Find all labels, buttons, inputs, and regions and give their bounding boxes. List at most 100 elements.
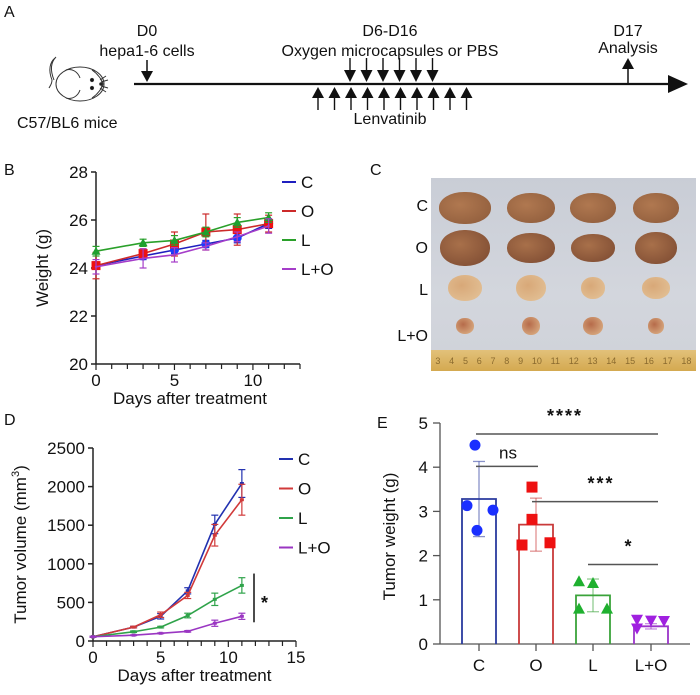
data-point [239, 498, 244, 502]
tumor-specimen [506, 233, 555, 263]
series-o: O [89, 480, 311, 639]
ruler-tick: 10 [531, 355, 542, 366]
y-tick-label: 2500 [47, 439, 85, 458]
down-arrow-icon [377, 58, 389, 82]
tumor-volume-chart: 0 500 1000 1500 2000 2500 0 5 10 15 Days after tre… [10, 439, 331, 685]
data-point [239, 482, 244, 486]
ruler-tick: 7 [490, 355, 496, 366]
d6-day-label: D6-D16 [362, 23, 417, 40]
series-c: C [89, 450, 310, 639]
data-point [526, 513, 538, 525]
data-point [185, 614, 190, 618]
y-axis-title-superscript: 3 [10, 471, 22, 477]
y-tick-label: 1000 [47, 555, 85, 574]
significance-label: *** [587, 474, 614, 494]
x-tick-label: 0 [91, 371, 100, 390]
ruler-tick: 8 [504, 355, 510, 366]
significance-label: ns [499, 443, 517, 462]
significance-label: * [261, 593, 268, 613]
y-tick-label: 5 [419, 414, 428, 433]
x-axis-title: Days after treatment [113, 389, 267, 408]
significance-annotation: *** [532, 474, 658, 503]
data-point [516, 539, 528, 551]
down-arrow-icon [410, 58, 422, 82]
bar-group-c: C [461, 439, 499, 675]
x-tick-label: 5 [156, 648, 165, 667]
tumor-specimen [570, 234, 615, 262]
tumor-specimen [635, 232, 678, 264]
d6-event-label: Oxygen microcapsules or PBS [282, 43, 499, 60]
data-point [212, 621, 217, 625]
tumor-specimen [515, 275, 546, 301]
data-point [267, 224, 270, 228]
data-point [169, 235, 179, 244]
data-point [173, 253, 176, 256]
data-point [94, 265, 98, 268]
data-point [138, 251, 148, 261]
series-l: L [89, 509, 307, 639]
up-arrow-icon [394, 87, 407, 110]
data-point [158, 613, 163, 617]
significance-annotation: * [588, 536, 658, 566]
panel-c-label: C [370, 162, 382, 179]
tumor-specimen [439, 230, 490, 266]
y-tick-label: 0 [419, 635, 428, 654]
down-arrow-icon [344, 58, 356, 82]
y-tick-label: 26 [69, 211, 88, 230]
data-point [158, 631, 163, 635]
ruler-tick: 9 [518, 355, 524, 366]
series-line [95, 216, 269, 252]
tumor-specimen [642, 277, 671, 299]
tumor-specimen [447, 275, 482, 301]
ruler: 3 4 5 6 7 8 9 10 11 12 13 14 15 16 17 18 [431, 350, 696, 371]
data-point [232, 217, 242, 226]
data-point [264, 219, 274, 229]
x-tick-label: 5 [170, 371, 179, 390]
data-point [601, 602, 613, 614]
legend-label: C [298, 450, 310, 469]
ruler-tick: 13 [587, 355, 598, 366]
y-tick-label: 0 [76, 632, 85, 651]
d0-event-label: hepa1-6 cells [99, 43, 194, 60]
y-axis-title: Weight (g) [33, 229, 52, 307]
d17-day-label: D17 [613, 23, 642, 40]
d17-event-label: Analysis [598, 40, 658, 57]
data-point [138, 238, 148, 247]
mouse-strain-label: C57/BL6 mice [17, 115, 118, 132]
legend-label: L [301, 231, 310, 250]
y-tick-label: 3 [419, 502, 428, 521]
data-point [185, 593, 190, 597]
x-tick-label: 10 [243, 371, 262, 390]
ruler-tick: 12 [568, 355, 579, 366]
y-axis-title: Tumor volume (mm3) [10, 465, 30, 624]
tumor-specimen [633, 193, 680, 223]
tumor-specimen [648, 318, 665, 334]
y-tick-label: 24 [69, 259, 88, 278]
data-point [658, 616, 670, 628]
panel-a-label: A [4, 4, 15, 21]
photo-row-label: L+O [397, 328, 428, 345]
data-point [631, 614, 643, 626]
y-tick-label: 2 [419, 547, 428, 566]
tumor-specimen [580, 277, 605, 299]
data-point [239, 614, 244, 618]
bar-group-l-plus-o: L+O [631, 614, 670, 675]
data-point [471, 524, 483, 536]
data-point [138, 249, 148, 259]
tumor-photo: 3 4 5 6 7 8 9 10 11 12 13 14 15 16 17 18 [431, 178, 696, 371]
x-tick-label: L+O [635, 656, 668, 675]
ruler-tick: 6 [476, 355, 482, 366]
data-point [185, 589, 190, 593]
legend-label: C [301, 173, 313, 192]
ruler-tick: 15 [625, 355, 636, 366]
ruler-tick: 11 [550, 355, 560, 366]
data-point [573, 575, 585, 587]
panel-a-timeline: A C57/BL6 mice D0 hepa1-6 cells D6-D16 O… [4, 4, 688, 132]
data-point [631, 623, 643, 635]
up-arrow-icon [361, 87, 374, 110]
x-tick-label: O [529, 656, 542, 675]
series-o: O [91, 202, 314, 280]
data-point [131, 625, 136, 629]
ruler-tick: 14 [606, 355, 617, 366]
tumor-specimen [506, 193, 555, 223]
